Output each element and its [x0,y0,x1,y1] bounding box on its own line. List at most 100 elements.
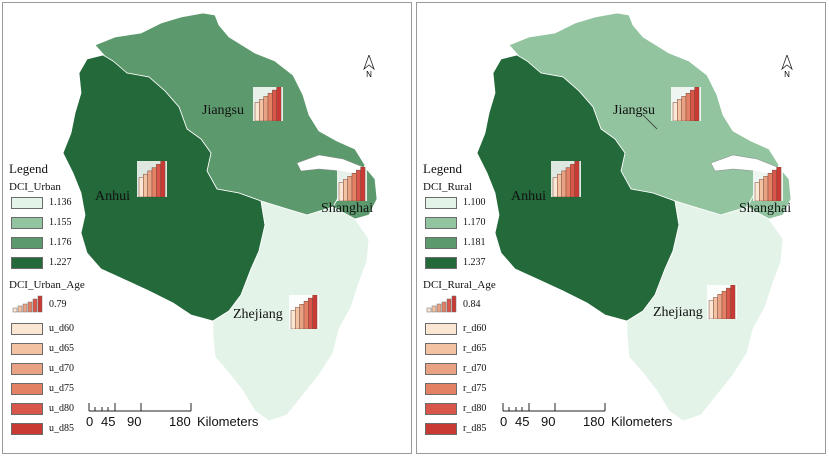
age-swatch [425,363,457,375]
age-label: u_d65 [49,343,74,354]
age-label: u_d70 [49,363,74,374]
age-bar [356,169,361,201]
age-bar [276,87,282,121]
age-bar [143,173,148,197]
age-bar [685,92,691,121]
scale-tick-0: 0 [500,414,508,429]
legend-swatch [11,237,43,249]
age-swatch [425,343,457,355]
age-bar [272,89,277,121]
age-label: r_d60 [463,323,487,334]
age-bar [772,169,777,201]
age-bar [156,164,161,197]
age-bar [561,170,567,197]
legend-swatch [425,257,457,269]
jiangsu-age-chart [671,87,701,121]
age-bar [672,102,678,121]
legend-swatch [11,257,43,269]
age-swatch [11,383,43,395]
north-label: N [784,70,790,79]
zhejiang-age-chart [707,285,737,319]
zhejiang-region[interactable] [626,200,784,422]
age-bar [570,164,575,197]
legend-label: 1.170 [463,217,486,228]
north-label: N [366,70,372,79]
age-bar [138,177,144,197]
legend-label: 1.237 [463,257,486,268]
legend-swatch [425,237,457,249]
age-label: r_d70 [463,363,487,374]
age-bar [312,295,318,329]
anhui-age-chart [137,161,167,197]
legend-title: Legend [423,161,462,176]
shanghai-label: Shanghai [321,201,374,216]
zhejiang-label: Zhejiang [233,307,283,322]
zhejiang-age-chart [289,295,319,329]
age-label: r_d80 [463,403,487,414]
age-bar [308,297,313,329]
age-bar [259,99,264,121]
age-bar [263,96,269,121]
legend-label: 1.136 [49,197,72,208]
age-bar [254,102,260,121]
age-bar [708,300,714,319]
age-label: u_d80 [49,403,74,414]
age-symbol-icon [12,295,43,313]
urban-map-panel: Legend DCI_Urban 1.136 1.155 1.176 1.227… [2,2,412,454]
age-bar [726,287,731,319]
scale-bar: 0 45 90 180 Kilometers [86,401,258,433]
age-bar [351,172,357,201]
age-swatch [11,343,43,355]
age-swatch [11,403,43,415]
legend-swatch [425,217,457,229]
age-swatch [425,403,457,415]
age-bar [160,161,166,197]
age-bar [776,167,782,201]
jiangsu-label: Jiangsu [202,103,244,118]
scale-tick-45: 45 [101,414,116,429]
age-bar [299,304,305,329]
age-bar [767,172,773,201]
age-label: u_d75 [49,383,74,394]
scale-tick-180: 180 [169,414,191,429]
age-label: r_d85 [463,423,487,434]
rural-map-panel: Legend DCI_Rural 1.100 1.170 1.181 1.237… [416,2,826,454]
scale-tick-180: 180 [583,414,605,429]
age-bar [557,173,562,197]
age-header: DCI_Rural_Age [423,279,496,291]
age-swatch [425,423,457,435]
shanghai-label: Shanghai [739,201,792,216]
jiangsu-leader-line [642,114,658,130]
scale-unit: Kilometers [611,414,673,429]
legend-label: 1.227 [49,257,72,268]
north-arrow-icon: N [359,53,379,81]
legend-swatch [11,197,43,209]
age-swatch [11,423,43,435]
age-bar [690,89,695,121]
age-bar [681,96,687,121]
age-bar [267,92,273,121]
zhejiang-label: Zhejiang [653,305,703,320]
age-bar [574,161,580,197]
age-bar [713,297,718,319]
age-bar [754,182,760,201]
age-swatch [11,323,43,335]
age-bar [338,182,344,201]
legend-label: 1.176 [49,237,72,248]
age-bar [721,290,727,319]
age-bar [759,179,764,201]
legend-swatch [425,197,457,209]
north-arrow-icon: N [777,53,797,81]
jiangsu-label: Jiangsu [613,103,655,118]
dci-header: DCI_Rural [423,181,472,193]
anhui-age-chart [551,161,581,197]
age-bar [552,177,558,197]
age-bar [565,167,571,197]
age-bar [303,300,309,329]
age-label: r_d65 [463,343,487,354]
age-label: u_d60 [49,323,74,334]
age-bar [677,99,682,121]
age-bar [290,310,296,329]
jiangsu-age-chart [253,87,283,121]
anhui-label: Anhui [511,189,546,204]
